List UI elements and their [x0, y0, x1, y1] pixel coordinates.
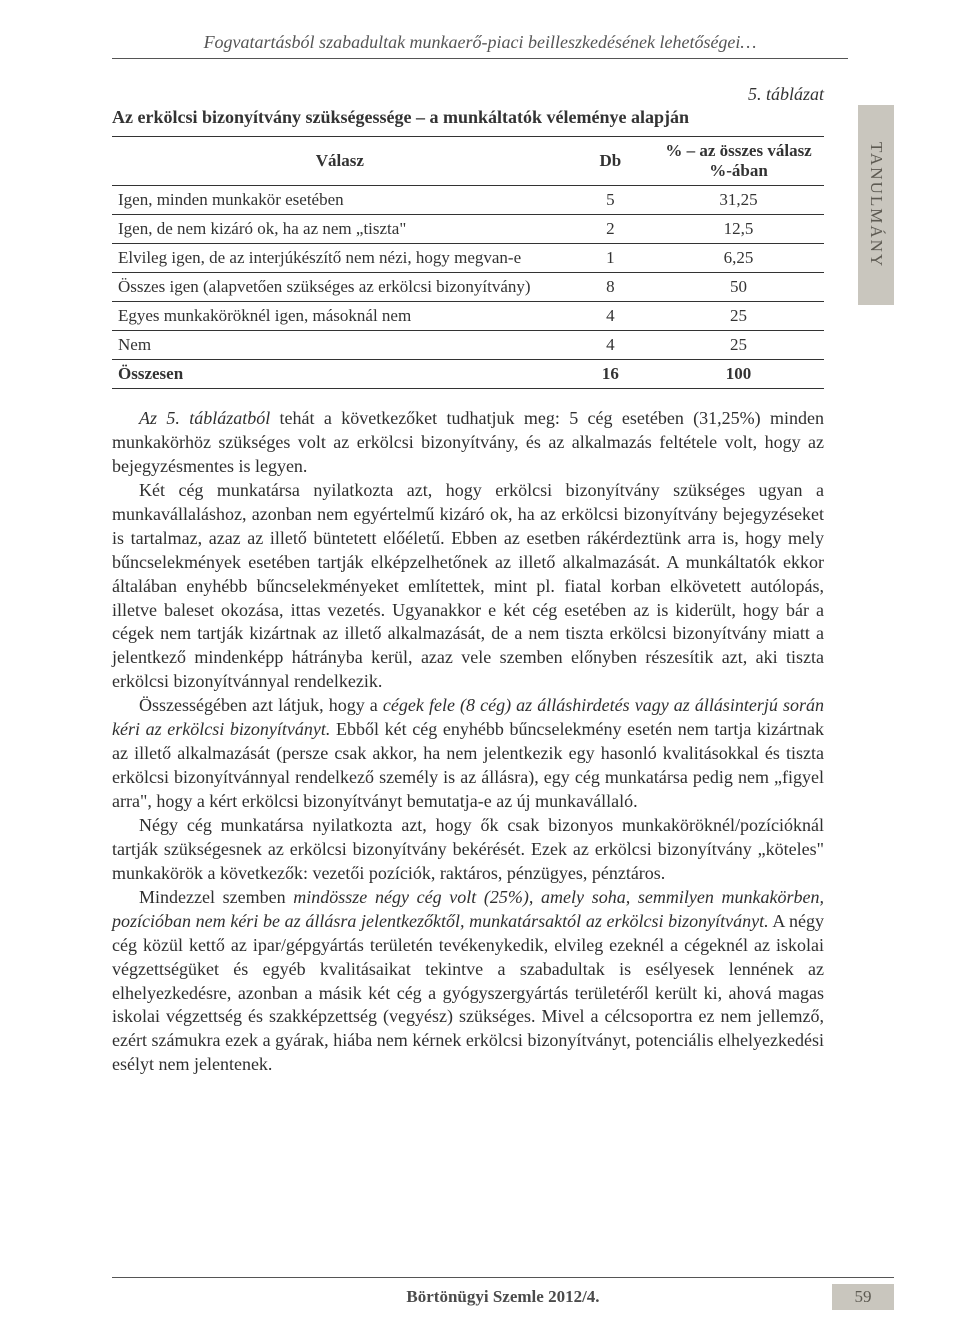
cell-label: Nem: [112, 331, 568, 360]
footer: Börtönügyi Szemle 2012/4. 59: [112, 1277, 894, 1307]
table-row: Egyes munkaköröknél igen, másoknál nem 4…: [112, 302, 824, 331]
page: Fogvatartásból szabadultak munkaerő-piac…: [0, 0, 960, 1341]
cell-pct: 12,5: [653, 215, 824, 244]
table-caption: Az erkölcsi bizonyítvány szükségessége –…: [112, 107, 824, 128]
cell-db: 4: [568, 302, 653, 331]
cell-label: Összes igen (alapvetően szükséges az erk…: [112, 273, 568, 302]
cell-label: Elvileg igen, de az interjúkészítő nem n…: [112, 244, 568, 273]
side-tab-label: TANULMÁNY: [866, 142, 886, 268]
col-header-db: Db: [568, 137, 653, 186]
p5-a: Mindezzel szemben: [139, 887, 293, 907]
footer-line: Börtönügyi Szemle 2012/4. 59: [112, 1284, 894, 1310]
cell-db: 1: [568, 244, 653, 273]
cell-pct: 31,25: [653, 186, 824, 215]
cell-db: 5: [568, 186, 653, 215]
table-row: Igen, minden munkakör esetében 5 31,25: [112, 186, 824, 215]
footer-page-box: 59: [832, 1284, 894, 1310]
running-header-text: Fogvatartásból szabadultak munkaerő-piac…: [204, 32, 757, 52]
body-text: Az 5. táblázatból tehát a következőket t…: [112, 407, 824, 1077]
paragraph-1: Az 5. táblázatból tehát a következőket t…: [112, 407, 824, 479]
cell-db: 2: [568, 215, 653, 244]
p5-c: A négy cég közül kettő az ipar/gépgyártá…: [112, 911, 824, 1075]
col-header-pct-line2: %-ában: [659, 161, 818, 181]
cell-db: 8: [568, 273, 653, 302]
col-header-valasz: Válasz: [112, 137, 568, 186]
cell-pct: 25: [653, 302, 824, 331]
data-table: Válasz Db % – az összes válasz %-ában Ig…: [112, 136, 824, 389]
p3-a: Összességében azt látjuk, hogy a: [139, 695, 383, 715]
cell-db: 4: [568, 331, 653, 360]
cell-label-total: Összesen: [112, 360, 568, 389]
footer-rule: [112, 1277, 894, 1278]
cell-label: Egyes munkaköröknél igen, másoknál nem: [112, 302, 568, 331]
p1-italic: Az 5. táblázatból: [139, 408, 270, 428]
cell-pct: 6,25: [653, 244, 824, 273]
table-row: Nem 4 25: [112, 331, 824, 360]
paragraph-4: Négy cég munkatársa nyilatkozta azt, hog…: [112, 814, 824, 886]
table-number: 5. táblázat: [112, 84, 824, 105]
cell-pct-total: 100: [653, 360, 824, 389]
table-row: Elvileg igen, de az interjúkészítő nem n…: [112, 244, 824, 273]
table-row-total: Összesen 16 100: [112, 360, 824, 389]
paragraph-3: Összességében azt látjuk, hogy a cégek f…: [112, 694, 824, 814]
table-row: Igen, de nem kizáró ok, ha az nem „tiszt…: [112, 215, 824, 244]
side-tab: TANULMÁNY: [858, 105, 894, 305]
paragraph-2: Két cég munkatársa nyilatkozta azt, hogy…: [112, 479, 824, 694]
footer-page-number: 59: [855, 1287, 872, 1307]
content-area: 5. táblázat Az erkölcsi bizonyítvány szü…: [112, 84, 824, 1077]
header-rule: [112, 58, 848, 59]
footer-journal: Börtönügyi Szemle 2012/4.: [174, 1287, 832, 1307]
cell-label: Igen, minden munkakör esetében: [112, 186, 568, 215]
table-header-row: Válasz Db % – az összes válasz %-ában: [112, 137, 824, 186]
col-header-pct: % – az összes válasz %-ában: [653, 137, 824, 186]
cell-pct: 25: [653, 331, 824, 360]
running-header: Fogvatartásból szabadultak munkaerő-piac…: [0, 32, 960, 53]
cell-db-total: 16: [568, 360, 653, 389]
col-header-pct-line1: % – az összes válasz: [659, 141, 818, 161]
cell-label: Igen, de nem kizáró ok, ha az nem „tiszt…: [112, 215, 568, 244]
paragraph-5: Mindezzel szemben mindössze négy cég vol…: [112, 886, 824, 1078]
table-row: Összes igen (alapvetően szükséges az erk…: [112, 273, 824, 302]
cell-pct: 50: [653, 273, 824, 302]
